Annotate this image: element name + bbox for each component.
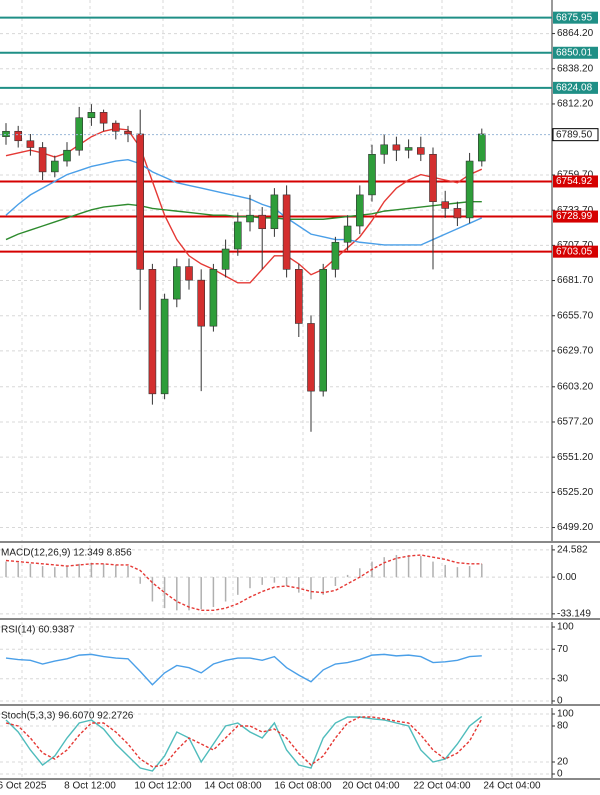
candle-body [99,112,108,124]
candle-body [246,214,254,223]
candle-body [87,112,96,119]
candle-body [392,144,401,151]
level-label-box [553,175,598,188]
level-label-box [553,245,598,258]
candle-body [136,133,144,270]
level-label: 6875.95 [556,12,593,23]
y-tick-label: 6681.70 [557,275,594,286]
candle-body [343,225,352,243]
candle-body [465,160,474,219]
candle-body [50,160,59,173]
candle-body [319,269,328,392]
level-label-box [553,46,598,59]
panel-title: Stoch(5,3,3) 96.6070 92.2726 [1,711,134,722]
candle-body [234,221,242,250]
y-tick-label: 6655.70 [557,310,594,321]
x-tick-label: 6 Oct 2025 [0,781,47,792]
candle-body [2,130,10,137]
candle-body [185,266,193,281]
moving-average [5,200,482,241]
y-tick-label: 20 [557,757,569,768]
candle-body [380,144,389,155]
candle-body [331,241,340,270]
y-tick-label: 70 [557,644,569,655]
candle-body [209,269,218,327]
candle-body [270,194,279,230]
level-label: 6850.01 [556,47,593,58]
x-tick-label: 10 Oct 12:00 [134,781,192,792]
indicator-line [5,653,482,686]
candle-body [416,147,425,155]
y-tick-label: 0 [557,696,563,707]
y-tick-label: 0.00 [557,572,577,583]
y-tick-label: 6864.20 [557,28,594,39]
y-tick-label: 6629.70 [557,346,594,357]
candle-body [112,122,120,132]
candle-body [258,214,267,230]
level-label: 6824.08 [556,83,593,94]
candle-body [307,323,315,392]
candle-body [282,194,291,270]
x-tick-label: 24 Oct 04:00 [483,781,541,792]
panel-title: MACD(12,26,9) 12.349 8.856 [1,548,132,559]
candle-body [38,147,47,173]
candle-body [355,194,364,227]
y-tick-label: 24.582 [557,545,588,556]
level-label: 6754.92 [556,176,593,187]
candle-body [429,153,437,202]
candle-body [26,140,35,148]
x-tick-label: 14 Oct 08:00 [204,781,262,792]
level-label-box [553,81,598,94]
y-tick-label: 6525.20 [557,487,594,498]
candle-body [221,248,230,270]
level-label-box [553,210,598,223]
y-tick-label: 6603.20 [557,381,594,392]
y-tick-label: 80 [557,721,569,732]
moving-average [5,127,483,284]
y-tick-label: 6707.70 [557,240,594,251]
y-tick-label: 6759.70 [557,170,594,181]
y-tick-label: -33.149 [557,608,591,619]
y-tick-label: 6577.20 [557,417,594,428]
candle-body [197,279,205,327]
candle-body [63,149,71,162]
level-label: 6728.99 [556,211,593,222]
x-tick-label: 16 Oct 08:00 [274,781,332,792]
candle-body [173,266,181,300]
candle-body [453,208,462,219]
x-tick-label: 20 Oct 04:00 [342,781,400,792]
candle-body [14,130,22,142]
indicator-line [5,715,483,772]
y-tick-label: 6812.20 [557,99,594,110]
indicator-line [5,716,483,768]
y-tick-label: 6733.70 [557,205,594,216]
candle-body [404,147,413,151]
x-tick-label: 22 Oct 04:00 [413,781,471,792]
y-tick-label: 6838.20 [557,63,594,74]
y-tick-label: 0 [557,769,563,780]
y-tick-label: 100 [557,709,574,720]
x-tick-label: 8 Oct 12:00 [64,781,116,792]
candle-body [160,298,169,395]
candle-body [368,153,376,196]
candle-body [441,201,450,209]
panel-title: RSI(14) 60.9387 [1,625,75,636]
y-tick-label: 6551.20 [557,452,594,463]
candle-body [477,133,486,162]
macd-signal [5,554,482,612]
last-price-label: 6789.50 [556,129,593,140]
candle-body [124,130,132,135]
last-price-box [552,128,599,142]
candle-body [75,117,83,151]
moving-average [5,158,483,246]
candle-body [148,269,157,395]
y-tick-label: 6499.20 [557,522,594,533]
level-label-box [553,11,598,24]
y-tick-label: 100 [557,622,574,633]
y-tick-label: 30 [557,673,569,684]
level-label: 6703.05 [556,246,593,257]
candle-body [294,269,303,324]
